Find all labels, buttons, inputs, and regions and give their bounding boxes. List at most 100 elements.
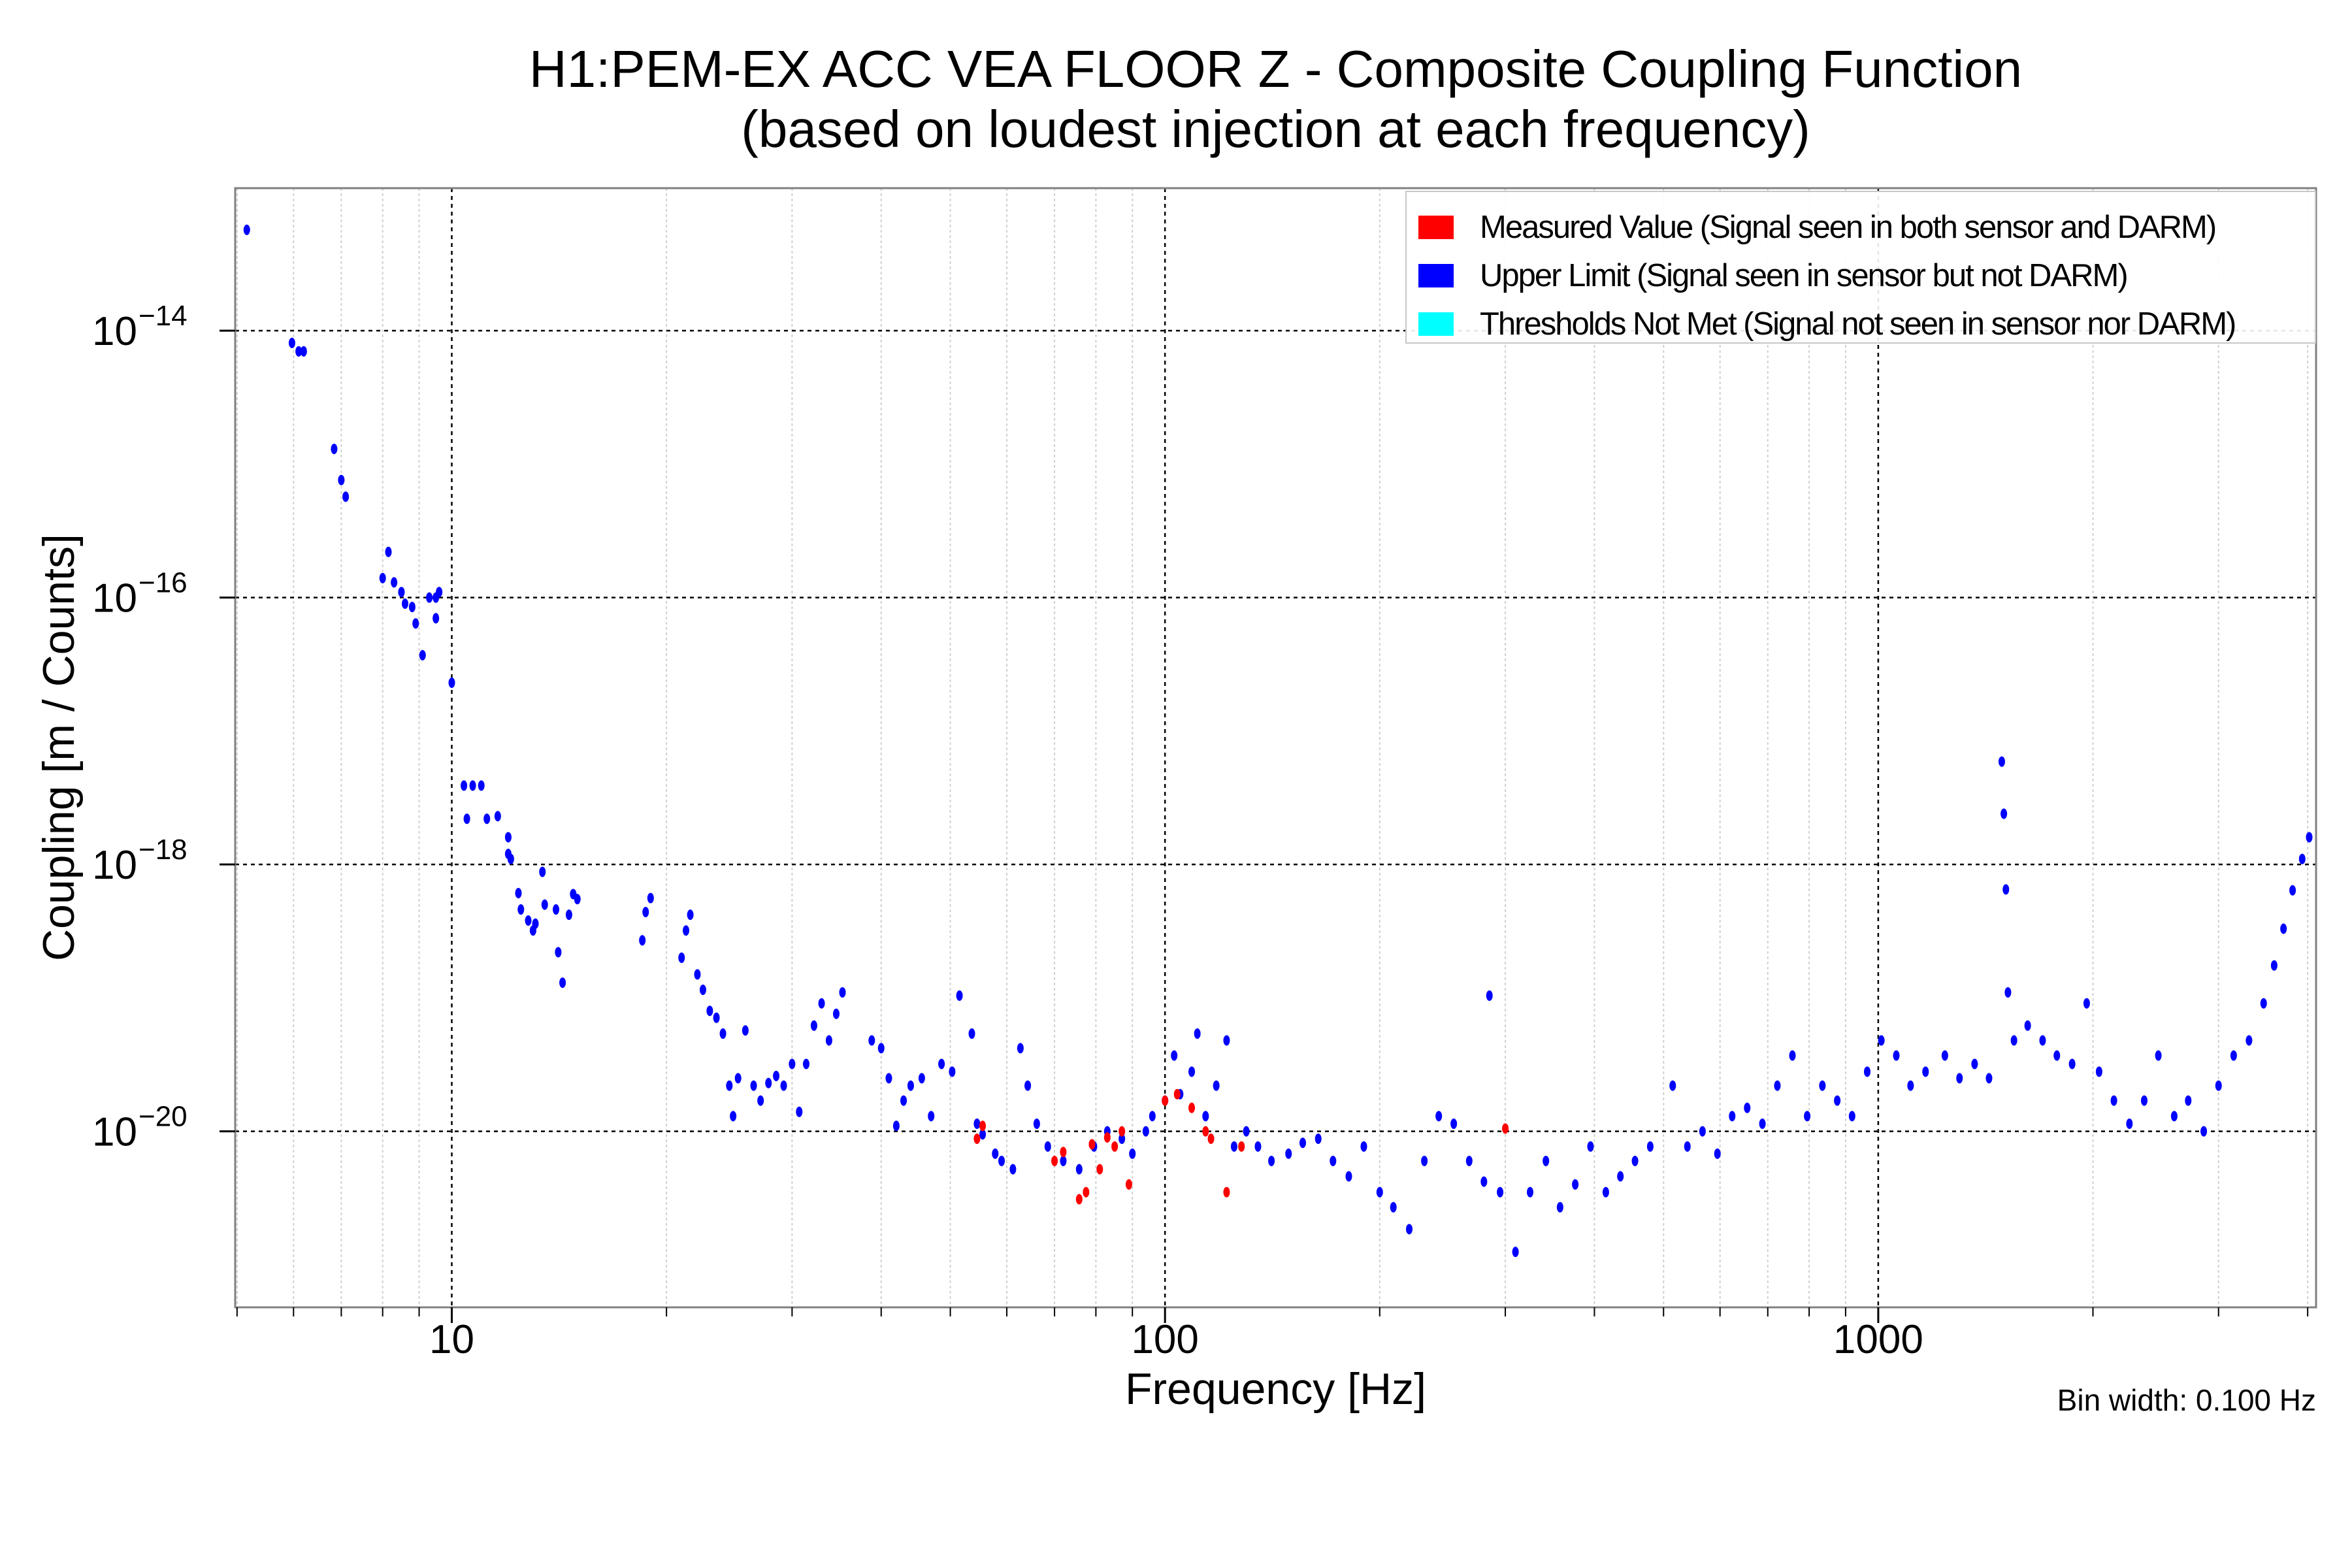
upper-limit-point — [682, 925, 689, 936]
upper-limit-point — [642, 906, 649, 917]
upper-limit-point — [968, 1028, 975, 1039]
measured-value-point — [1119, 1126, 1126, 1137]
upper-limit-point — [868, 1035, 875, 1046]
measured-value-point — [1075, 1194, 1083, 1205]
measured-value-point — [1223, 1186, 1230, 1198]
upper-limit-point — [750, 1080, 757, 1091]
upper-limit-point — [1345, 1171, 1352, 1182]
upper-limit-point — [300, 346, 307, 357]
upper-limit-point — [1602, 1186, 1609, 1198]
upper-limit-point — [419, 649, 426, 661]
upper-limit-point — [1985, 1073, 1993, 1084]
upper-limit-point — [2260, 998, 2267, 1009]
upper-limit-point — [1956, 1073, 1963, 1084]
upper-limit-point — [687, 909, 694, 921]
measured-value-point — [1162, 1095, 1169, 1106]
y-tick-label: 10 — [92, 309, 137, 354]
upper-limit-point — [1360, 1141, 1367, 1152]
upper-limit-point — [1617, 1171, 1624, 1182]
upper-limit-point — [532, 918, 539, 929]
upper-limit-point — [1390, 1201, 1397, 1213]
upper-limit-point — [1572, 1179, 1579, 1190]
upper-limit-point — [730, 1111, 737, 1122]
measured-value-point — [1202, 1126, 1209, 1137]
upper-limit-point — [757, 1095, 764, 1106]
measured-value-point — [1125, 1179, 1132, 1190]
upper-limit-point — [973, 1119, 981, 1130]
upper-limit-point — [385, 546, 392, 557]
upper-limit-point — [426, 592, 433, 603]
upper-limit-point — [877, 1043, 885, 1054]
y-tick-exponent: −20 — [139, 1101, 188, 1133]
upper-limit-point — [734, 1073, 742, 1084]
upper-limit-point — [1543, 1155, 1550, 1166]
upper-limit-point — [2002, 884, 2010, 895]
upper-limit-point — [478, 780, 485, 791]
legend-swatch-blue — [1418, 264, 1454, 287]
y-tick-label: 10 — [92, 843, 137, 888]
upper-limit-point — [559, 977, 566, 988]
measured-value-point — [1103, 1132, 1111, 1143]
upper-limit-point — [1254, 1141, 1262, 1152]
upper-limit-point — [1699, 1126, 1706, 1137]
legend-item-upper-limit: Upper Limit (Signal seen in sensor but n… — [1418, 256, 2129, 295]
upper-limit-point — [2289, 885, 2296, 896]
upper-limit-point — [2246, 1035, 2253, 1046]
upper-limit-point — [742, 1025, 749, 1036]
data-points — [243, 224, 2313, 1258]
upper-limit-point — [1804, 1111, 1811, 1122]
upper-limit-point — [1556, 1201, 1563, 1213]
y-axis-label: Coupling [m / Counts] — [34, 534, 84, 961]
measured-value-point — [1096, 1164, 1103, 1175]
upper-limit-point — [1587, 1141, 1594, 1152]
upper-limit-point — [331, 444, 338, 455]
upper-limit-point — [678, 952, 685, 963]
upper-limit-point — [900, 1095, 907, 1106]
upper-limit-point — [2306, 832, 2313, 843]
upper-limit-point — [288, 337, 295, 348]
upper-limit-point — [2170, 1111, 2178, 1122]
upper-limit-point — [2001, 808, 2008, 819]
upper-limit-point — [647, 892, 654, 904]
upper-limit-point — [1243, 1126, 1250, 1137]
measured-value-point — [979, 1120, 987, 1132]
upper-limit-point — [379, 572, 386, 583]
upper-limit-point — [2004, 987, 2012, 998]
upper-limit-point — [839, 987, 846, 998]
upper-limit-point — [1017, 1043, 1024, 1054]
upper-limit-point — [699, 985, 706, 996]
upper-limit-point — [1759, 1119, 1766, 1130]
upper-limit-point — [1631, 1155, 1639, 1166]
measured-value-point — [1060, 1147, 1067, 1158]
measured-value-point — [1502, 1123, 1509, 1134]
upper-limit-point — [1230, 1141, 1237, 1152]
x-tick-label: 10 — [429, 1317, 474, 1362]
x-axis-label: Frequency [Hz] — [1124, 1364, 1427, 1414]
legend-swatch-cyan — [1418, 312, 1454, 336]
upper-limit-point — [1998, 756, 2005, 767]
upper-limit-point — [1669, 1080, 1676, 1091]
upper-limit-point — [810, 1020, 817, 1031]
upper-limit-point — [1024, 1080, 1032, 1091]
upper-limit-point — [1450, 1119, 1458, 1130]
upper-limit-point — [525, 915, 532, 926]
upper-limit-point — [2155, 1050, 2162, 1061]
upper-limit-point — [1863, 1066, 1870, 1077]
upper-limit-point — [553, 904, 560, 915]
upper-limit-point — [907, 1080, 914, 1091]
legend-swatch-red — [1418, 216, 1454, 239]
measured-value-point — [1173, 1088, 1181, 1100]
upper-limit-point — [2024, 1020, 2031, 1031]
upper-limit-point — [694, 969, 701, 980]
upper-limit-point — [1922, 1066, 1929, 1077]
legend-item-measured: Measured Value (Signal seen in both sens… — [1418, 208, 2217, 247]
upper-limit-point — [1171, 1050, 1178, 1061]
upper-limit-point — [2280, 923, 2287, 934]
upper-limit-point — [2095, 1066, 2102, 1077]
upper-limit-point — [706, 1005, 713, 1017]
upper-limit-point — [1188, 1066, 1196, 1077]
measured-value-point — [1083, 1186, 1090, 1198]
upper-limit-point — [338, 474, 345, 485]
bin-width-annotation: Bin width: 0.100 Hz — [2057, 1383, 2316, 1417]
